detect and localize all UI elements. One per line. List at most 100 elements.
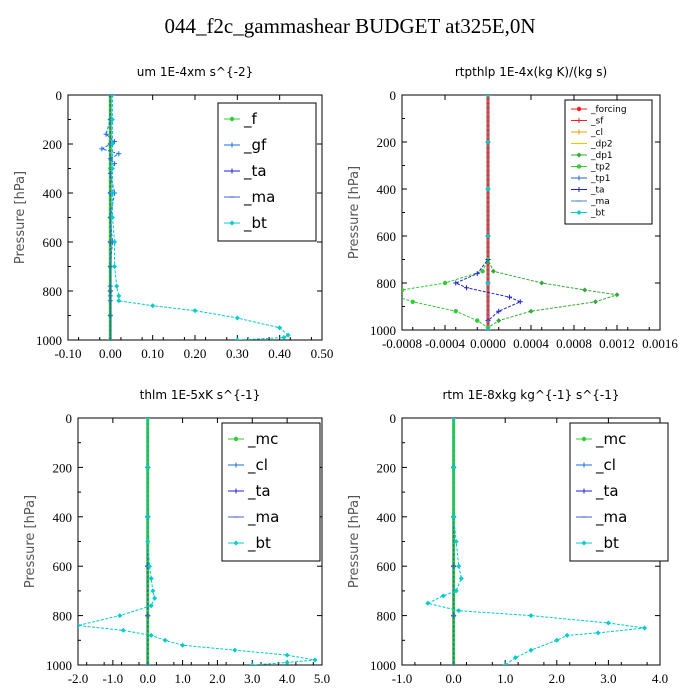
x-tick-label: 4.0 xyxy=(652,671,668,686)
y-tick-label: 0 xyxy=(66,411,73,426)
legend: _mc _cl _ta _ma _bt xyxy=(569,422,669,562)
series-bt-point-2 xyxy=(451,514,457,520)
series-bt-point-19 xyxy=(249,662,255,665)
chart-title: rtpthlp 1E-4x(kg K)/(kg s) xyxy=(455,65,607,79)
series-dp1-point-9 xyxy=(496,318,502,324)
y-tick-label: 400 xyxy=(377,510,397,525)
series-bt-point-16 xyxy=(528,647,534,653)
legend-marker-point-2 xyxy=(581,488,587,494)
x-tick-label: 3.0 xyxy=(600,671,616,686)
x-tick-label: 0.10 xyxy=(141,346,164,361)
legend-marker-point-7 xyxy=(576,187,582,192)
series-bt-point-0 xyxy=(145,418,151,421)
series-bt-point-3 xyxy=(453,539,459,544)
legend-label: _ta xyxy=(590,186,605,196)
y-axis-label: Pressure [hPa] xyxy=(347,166,362,259)
series-bt-point-10 xyxy=(78,622,81,628)
y-tick-label: 0 xyxy=(390,411,397,426)
series-bt-point-8 xyxy=(148,603,154,609)
y-axis-label: Pressure [hPa] xyxy=(23,495,38,588)
series-bt-point-9 xyxy=(116,293,122,299)
legend-label: _bt xyxy=(595,534,619,553)
series-dp1-point-7 xyxy=(593,299,598,305)
x-tick-label: 5.0 xyxy=(314,671,330,686)
series-group xyxy=(402,95,620,330)
series-ta-point-5 xyxy=(464,285,469,291)
legend-label: _ta xyxy=(595,482,619,501)
series-bt-point-6 xyxy=(150,588,156,594)
series-bt-point-17 xyxy=(513,655,519,661)
x-tick-label: 0.00 xyxy=(99,346,122,361)
chart-panel-3: thlm 1E-5xK s^{-1} Pressure [hPa] -2.0 -1.0… xyxy=(23,388,330,686)
chart-panel-2: rtpthlp 1E-4x(kg K)/(kg s) Pressure [hPa]… xyxy=(347,65,678,351)
legend-label: _mc xyxy=(595,430,626,449)
series-bt-point-16 xyxy=(284,652,290,658)
legend-marker-point-9 xyxy=(576,210,582,215)
series-bt-point-12 xyxy=(148,632,154,638)
y-tick-label: 600 xyxy=(377,229,397,244)
figure-title: 044_f2c_gammashear BUDGET at325E,0N xyxy=(164,14,536,38)
legend-marker-point-4 xyxy=(229,220,235,226)
series-bt-point-10 xyxy=(116,298,122,304)
series-line-tp2 xyxy=(402,95,489,330)
series-bt-point-16 xyxy=(281,335,287,340)
x-tick-label: 4.0 xyxy=(279,671,295,686)
legend: _f _gf _ta _ma _bt xyxy=(217,102,317,242)
x-tick-label: 0.0008 xyxy=(556,336,592,351)
x-tick-label: -2.0 xyxy=(68,671,89,686)
legend-label: _mc xyxy=(247,430,278,449)
y-tick-label: 200 xyxy=(43,137,63,152)
legend-marker-point-0 xyxy=(229,116,235,122)
series-bt-point-2 xyxy=(485,186,491,192)
x-tick-label: 0.0 xyxy=(140,671,156,686)
series-bt-point-12 xyxy=(642,625,648,631)
series-bt-point-4 xyxy=(456,563,462,569)
legend-label: _cl xyxy=(247,456,268,475)
series-bt-point-4 xyxy=(146,563,152,569)
series-bt-point-14 xyxy=(277,325,283,331)
series-bt-point-17 xyxy=(312,657,318,663)
y-tick-label: 400 xyxy=(43,186,63,201)
x-tick-label: 0.0016 xyxy=(642,336,678,351)
legend-label: _f xyxy=(243,110,258,129)
series-line-bt xyxy=(112,95,289,340)
x-tick-label: 0.0012 xyxy=(599,336,635,351)
series-bt-point-13 xyxy=(234,315,240,321)
x-tick-label: 0.0000 xyxy=(470,336,506,351)
y-tick-label: 1000 xyxy=(36,333,62,348)
legend-marker-point-2 xyxy=(233,488,239,494)
series-ta-point-3 xyxy=(474,271,480,277)
series-bt-point-9 xyxy=(456,608,462,614)
y-tick-label: 400 xyxy=(53,510,73,525)
series-bt-point-3 xyxy=(145,539,151,544)
y-tick-label: 1000 xyxy=(370,323,396,338)
x-tick-label: 3.0 xyxy=(244,671,260,686)
legend-label: _cl xyxy=(595,456,616,475)
series-bt-point-15 xyxy=(554,637,560,643)
x-tick-label: 2.0 xyxy=(549,671,565,686)
y-tick-label: 1000 xyxy=(370,658,396,673)
legend-box xyxy=(221,422,321,562)
series-ta-point-7 xyxy=(517,299,523,305)
series-bt-point-2 xyxy=(145,514,151,520)
y-tick-label: 800 xyxy=(377,609,397,624)
y-tick-label: 200 xyxy=(377,135,397,150)
legend-marker-point-0 xyxy=(576,106,582,112)
y-tick-label: 800 xyxy=(377,276,397,291)
legend-label: _gf xyxy=(243,136,267,155)
series-bt-point-0 xyxy=(485,95,491,98)
series-bt-point-5 xyxy=(109,215,115,220)
chart-title: rtm 1E-8xkg kg^{-1} s^{-1} xyxy=(442,388,619,402)
legend-label: _ma xyxy=(247,508,279,527)
legend-marker-point-4 xyxy=(581,540,587,546)
y-tick-label: 0 xyxy=(56,88,63,103)
legend-label: _dp1 xyxy=(590,151,613,161)
series-dp1-point-5 xyxy=(582,287,588,293)
series-gf-point-5 xyxy=(116,151,122,157)
series-bt-point-7 xyxy=(440,593,446,599)
legend-box xyxy=(569,422,669,562)
legend-label: _dp2 xyxy=(590,140,613,150)
series-ta-point-4 xyxy=(453,280,459,286)
series-tp2-point-4 xyxy=(442,280,448,286)
